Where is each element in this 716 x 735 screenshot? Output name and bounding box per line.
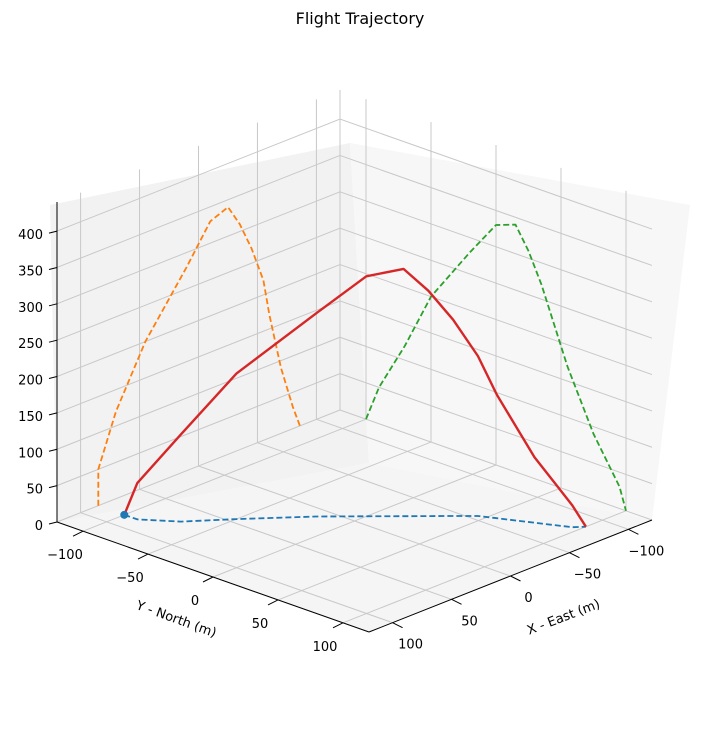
y-tick bbox=[202, 576, 214, 583]
x-axis-label: X - East (m) bbox=[525, 597, 602, 639]
z-tick bbox=[48, 266, 58, 270]
z-tick-label: 200 bbox=[18, 374, 43, 389]
tick-marks bbox=[48, 230, 639, 629]
grid-wall-z bbox=[339, 118, 653, 230]
grid-floor-y bbox=[277, 487, 562, 601]
grid-wall-z bbox=[339, 191, 653, 303]
grid-wall-z bbox=[56, 336, 341, 450]
z-tick-label: 400 bbox=[18, 228, 43, 243]
y-tick bbox=[72, 530, 84, 537]
x-tick-label: 50 bbox=[461, 614, 478, 629]
grid-wall-z bbox=[56, 227, 341, 341]
z-tick bbox=[48, 448, 58, 452]
y-tick-label: −50 bbox=[116, 571, 143, 586]
grid-floor-y bbox=[212, 464, 497, 578]
x-tick bbox=[569, 552, 580, 559]
grid-wall-z bbox=[339, 409, 653, 521]
z-tick bbox=[48, 230, 58, 234]
z-tick-label: 300 bbox=[18, 301, 43, 316]
z-tick bbox=[48, 521, 58, 525]
grid-wall-z bbox=[339, 264, 653, 376]
grid-wall-z bbox=[56, 118, 341, 232]
y-tick-label: 100 bbox=[313, 640, 338, 655]
y-tick bbox=[137, 553, 149, 560]
grid-wall-z bbox=[56, 191, 341, 305]
projection-xy-line bbox=[123, 513, 586, 529]
grid-floor-y bbox=[342, 510, 627, 624]
grid-wall-z bbox=[56, 264, 341, 378]
pane-left bbox=[50, 143, 369, 522]
x-tick bbox=[392, 622, 403, 629]
chart-title: Flight Trajectory bbox=[296, 9, 425, 28]
x-tick-label: −100 bbox=[629, 544, 665, 559]
y-tick bbox=[267, 599, 279, 606]
grid-wall-z bbox=[56, 409, 341, 523]
x-tick-label: 100 bbox=[398, 638, 423, 653]
z-tick-label: 150 bbox=[18, 410, 43, 425]
series-lines bbox=[97, 205, 627, 529]
grid-wall-z bbox=[339, 373, 653, 485]
grid-wall-z bbox=[339, 154, 653, 266]
tick-labels: −100 −50 0 50 100 −100 −50 0 50 100 0 50 100 150 200 25… bbox=[18, 228, 664, 655]
z-tick-label: 50 bbox=[26, 483, 43, 498]
grid-lines bbox=[56, 90, 653, 624]
y-axis-label: Y - North (m) bbox=[133, 598, 218, 641]
z-tick-label: 250 bbox=[18, 337, 43, 352]
z-tick bbox=[48, 376, 58, 380]
grid-floor-x bbox=[80, 512, 393, 624]
grid-floor-x bbox=[139, 488, 452, 600]
start-marker bbox=[120, 510, 129, 519]
grid-wall-z bbox=[339, 227, 653, 339]
grid-wall-z bbox=[56, 154, 341, 268]
projection-xz-line bbox=[97, 205, 301, 506]
z-tick bbox=[48, 412, 58, 416]
y-tick-label: −100 bbox=[47, 548, 83, 563]
pane-floor bbox=[57, 463, 652, 632]
z-tick bbox=[48, 485, 58, 489]
z-tick bbox=[48, 303, 58, 307]
z-tick-label: 100 bbox=[18, 446, 43, 461]
y-tick-label: 50 bbox=[252, 617, 269, 632]
projection-yz-line bbox=[365, 223, 627, 512]
grid-wall-z bbox=[339, 300, 653, 412]
grid-wall-z bbox=[56, 373, 341, 487]
x-tick bbox=[628, 528, 639, 535]
x-tick-label: −50 bbox=[574, 568, 601, 583]
pane-right bbox=[350, 143, 690, 520]
z-tick bbox=[48, 339, 58, 343]
y-tick bbox=[332, 622, 344, 629]
z-tick-label: 0 bbox=[35, 519, 43, 534]
z-tick-label: 350 bbox=[18, 264, 43, 279]
grid-wall-z bbox=[56, 300, 341, 414]
y-tick-label: 0 bbox=[191, 594, 199, 609]
x-tick bbox=[510, 575, 521, 582]
x-tick-label: 0 bbox=[524, 591, 532, 606]
x-tick bbox=[451, 598, 462, 605]
trajectory-line bbox=[123, 267, 587, 528]
